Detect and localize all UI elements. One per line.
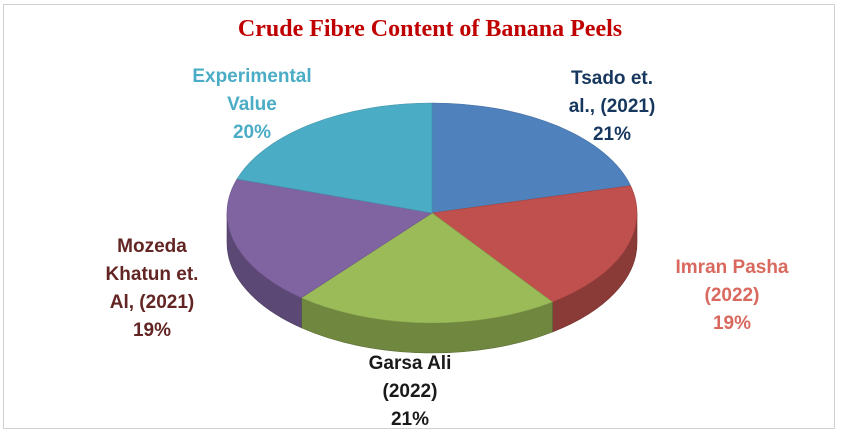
category-label: Tsado et. al., (2021) (568, 68, 656, 117)
category-label: Experimental Value (192, 66, 312, 115)
pie-slice (236, 102, 433, 214)
chart-frame (3, 4, 835, 429)
pie-slice (431, 102, 632, 214)
pie-slice (300, 212, 554, 324)
value-label: 19% (132, 320, 172, 341)
data-label: Tsado et. al., (2021) 21% (556, 65, 668, 149)
category-label: Mozeda Khatun et. Al, (2021) (105, 236, 199, 313)
value-label: 21% (592, 124, 632, 145)
pie-tops (226, 102, 638, 324)
data-label: Imran Pasha (2022) 19% (657, 254, 807, 338)
value-label: 19% (712, 313, 752, 334)
data-label: Garsa Ali (2022) 21% (355, 350, 465, 434)
chart-title: Crude Fibre Content of Banana Peels (238, 16, 622, 42)
data-label: Mozeda Khatun et. Al, (2021) 19% (92, 233, 212, 345)
category-label: Imran Pasha (2022) (675, 257, 789, 306)
value-label: 20% (232, 122, 272, 143)
data-label: Experimental Value 20% (190, 63, 314, 147)
pie-sides (226, 212, 638, 354)
value-label: 21% (390, 409, 430, 430)
category-label: Garsa Ali (2022) (368, 353, 452, 402)
pie-slice (431, 185, 638, 303)
pie-slice (226, 178, 433, 299)
